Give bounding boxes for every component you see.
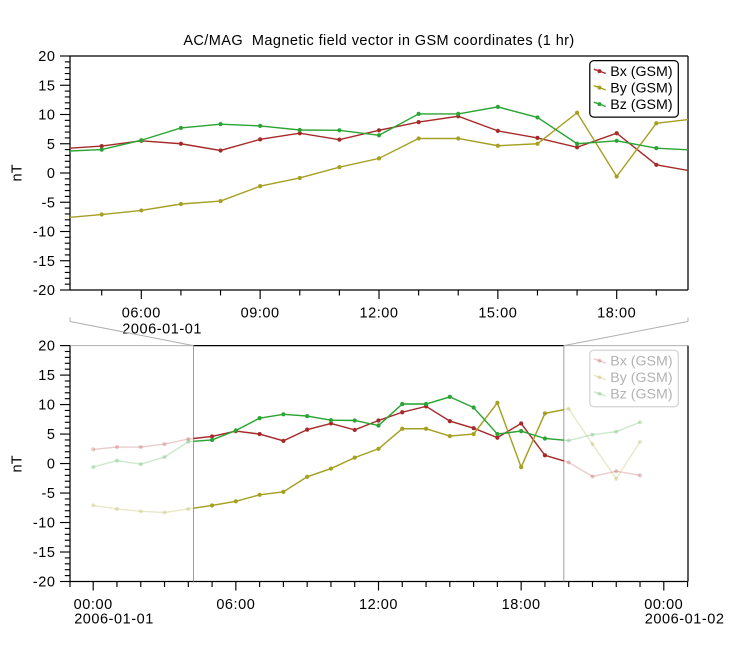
svg-text:-15: -15 [33,254,56,270]
svg-text:-10: -10 [33,516,56,532]
svg-text:2006-01-01: 2006-01-01 [74,612,154,628]
svg-text:20: 20 [38,339,55,355]
svg-text:15: 15 [38,368,55,384]
svg-text:06:00: 06:00 [216,597,255,613]
svg-text:Bx (GSM): Bx (GSM) [610,64,672,80]
svg-text:18:00: 18:00 [597,306,636,322]
svg-text:10: 10 [38,108,55,124]
svg-text:Bz (GSM): Bz (GSM) [610,97,672,113]
svg-text:0: 0 [47,457,56,473]
svg-text:-10: -10 [33,225,56,241]
svg-text:0: 0 [47,166,56,182]
svg-text:5: 5 [47,137,56,153]
svg-text:18:00: 18:00 [502,597,541,613]
svg-text:-20: -20 [33,283,56,299]
svg-text:Bz (GSM): Bz (GSM) [610,386,672,402]
svg-text:nT: nT [9,455,25,472]
svg-text:15: 15 [38,78,55,94]
svg-text:-20: -20 [33,575,56,591]
svg-text:AC/MAG Magnetic field vector: AC/MAG Magnetic field vector in GSM coor… [183,33,574,49]
svg-text:06:00: 06:00 [122,306,161,322]
svg-text:-5: -5 [42,195,56,211]
svg-text:By (GSM): By (GSM) [610,370,672,386]
svg-text:00:00: 00:00 [644,597,683,613]
svg-text:-5: -5 [42,486,56,502]
svg-text:00:00: 00:00 [74,597,113,613]
svg-text:By (GSM): By (GSM) [610,80,672,96]
svg-text:09:00: 09:00 [241,306,280,322]
svg-text:10: 10 [38,398,55,414]
svg-text:nT: nT [9,164,25,181]
svg-text:2006-01-01: 2006-01-01 [122,322,202,338]
svg-text:20: 20 [38,49,55,65]
svg-text:2006-01-02: 2006-01-02 [645,612,725,628]
svg-text:12:00: 12:00 [359,306,398,322]
svg-text:Bx (GSM): Bx (GSM) [610,353,672,369]
svg-text:12:00: 12:00 [359,597,398,613]
svg-text:15:00: 15:00 [478,306,517,322]
svg-text:5: 5 [47,427,56,443]
svg-text:-15: -15 [33,545,56,561]
